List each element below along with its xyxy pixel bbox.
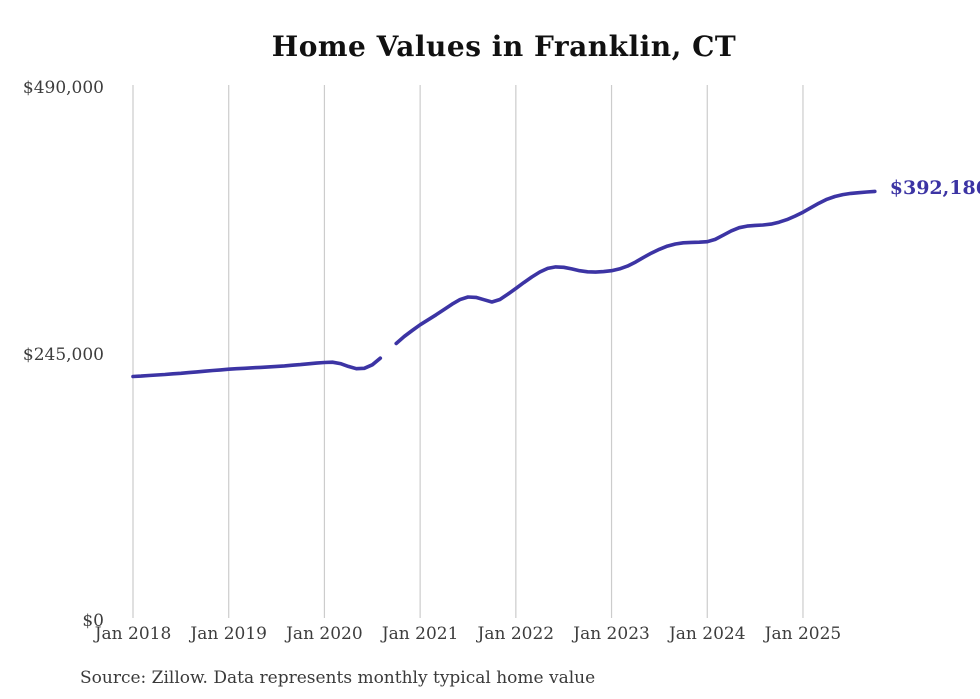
x-axis-tick-label: Jan 2024 [668,624,746,644]
x-axis-tick-label: Jan 2018 [94,624,172,644]
x-axis-tick-label: Jan 2025 [764,624,842,644]
last-value-label: $392,186 [889,177,980,200]
chart-title: Home Values in Franklin, CT [271,30,737,63]
x-axis-tick-label: Jan 2023 [573,624,650,644]
x-axis-tick-label: Jan 2022 [477,624,555,644]
source-note: Source: Zillow. Data represents monthly … [80,668,596,688]
y-axis-tick-label: $245,000 [22,344,104,365]
x-axis-tick-label: Jan 2020 [286,624,363,644]
x-axis-tick-label: Jan 2021 [381,624,459,644]
home-value-line [131,189,877,379]
y-axis-tick-label: $490,000 [22,78,104,98]
y-axis-tick-label: $0 [82,611,104,631]
x-axis-tick-label: Jan 2019 [190,624,267,644]
